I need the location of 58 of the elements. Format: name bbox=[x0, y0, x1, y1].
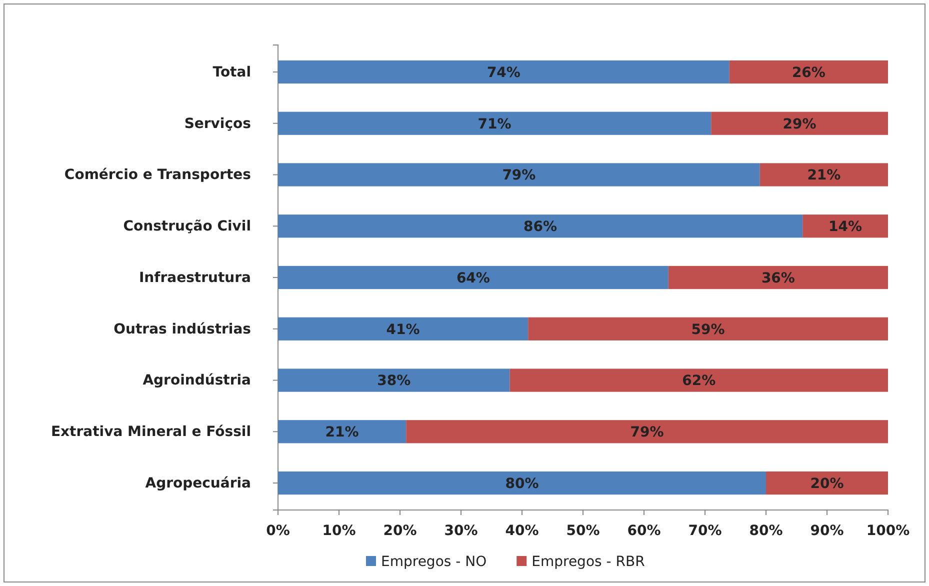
bar bbox=[528, 317, 888, 340]
x-tick-label: 80% bbox=[749, 522, 783, 539]
data-label: 20% bbox=[810, 476, 844, 492]
bar bbox=[278, 368, 510, 392]
bar bbox=[278, 214, 803, 238]
y-tick-label: Agropecuária bbox=[145, 476, 251, 492]
y-tick-label: Comércio e Transportes bbox=[64, 167, 251, 184]
x-tick-label: 20% bbox=[383, 522, 417, 539]
data-label: 41% bbox=[386, 322, 420, 338]
data-label: 62% bbox=[682, 373, 716, 390]
data-label: 26% bbox=[792, 64, 826, 81]
bar bbox=[278, 112, 712, 135]
x-tick-label: 90% bbox=[810, 522, 844, 539]
data-label: 21% bbox=[325, 424, 359, 441]
data-label: 71% bbox=[478, 116, 512, 132]
x-tick-label: 50% bbox=[566, 522, 600, 539]
legend-label: Empregos - NO bbox=[381, 554, 487, 570]
data-label: 21% bbox=[807, 168, 841, 184]
x-tick-label: 60% bbox=[627, 522, 661, 539]
data-label: 80% bbox=[505, 476, 539, 492]
y-tick-label: Infraestrutura bbox=[138, 270, 251, 286]
bar bbox=[278, 420, 406, 444]
data-label: 29% bbox=[782, 116, 816, 132]
legend-label: Empregos - RBR bbox=[532, 554, 646, 570]
y-tick-label: Outras indústrias bbox=[114, 321, 251, 338]
data-label: 59% bbox=[691, 322, 725, 338]
bar bbox=[278, 60, 730, 84]
x-tick-label: 30% bbox=[444, 522, 478, 539]
bar bbox=[406, 420, 888, 444]
data-label: 38% bbox=[377, 373, 411, 390]
y-tick-label: Total bbox=[212, 64, 251, 80]
bar bbox=[760, 163, 888, 186]
y-tick-label: Serviços bbox=[184, 116, 251, 132]
bar bbox=[278, 163, 760, 186]
x-tick-label: 40% bbox=[505, 522, 539, 539]
bar bbox=[711, 112, 888, 135]
bar bbox=[729, 60, 888, 84]
x-tick-label: 100% bbox=[866, 522, 910, 539]
x-tick-label: 10% bbox=[322, 522, 356, 539]
data-label: 79% bbox=[630, 424, 664, 441]
y-tick-label: Agroindústria bbox=[142, 372, 251, 389]
data-label: 64% bbox=[456, 270, 490, 286]
bar bbox=[278, 266, 668, 290]
x-tick-label: 70% bbox=[688, 522, 722, 539]
bar bbox=[278, 471, 766, 495]
y-tick-label: Extrativa Mineral e Fóssil bbox=[50, 424, 251, 440]
data-label: 36% bbox=[761, 270, 795, 286]
data-label: 74% bbox=[486, 64, 520, 81]
bar bbox=[278, 317, 528, 340]
data-label: 79% bbox=[502, 168, 536, 184]
bar bbox=[510, 368, 888, 392]
data-label: 86% bbox=[524, 219, 558, 236]
bar bbox=[766, 471, 888, 495]
data-label: 14% bbox=[828, 219, 862, 236]
bar bbox=[802, 214, 888, 238]
y-tick-label: Construção Civil bbox=[123, 218, 251, 235]
bar bbox=[668, 266, 888, 290]
x-tick-label: 0% bbox=[266, 522, 290, 539]
